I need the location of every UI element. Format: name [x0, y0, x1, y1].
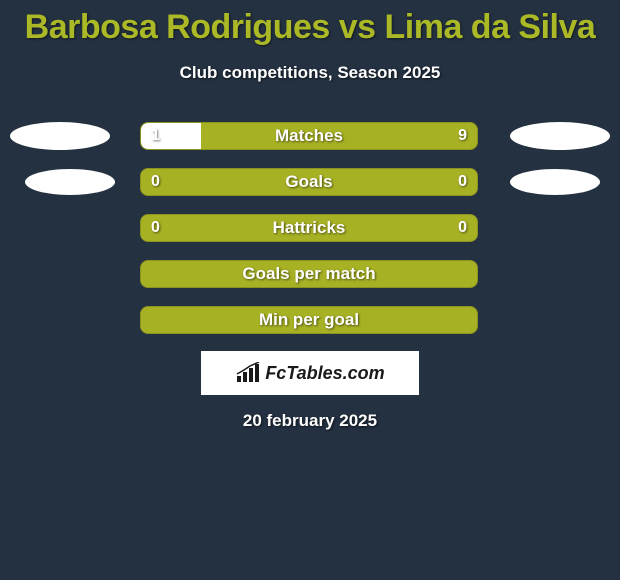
bar-track: 0 Hattricks 0 [140, 214, 478, 242]
bar-label: Goals [141, 169, 477, 195]
stat-row-goals-per-match: Goals per match [0, 259, 620, 289]
bar-value-right: 0 [458, 215, 467, 241]
stat-row-goals: 0 Goals 0 [0, 167, 620, 197]
bar-label: Goals per match [141, 261, 477, 287]
subtitle: Club competitions, Season 2025 [0, 63, 620, 83]
bar-value-left: 0 [151, 169, 160, 195]
bar-value-right: 0 [458, 169, 467, 195]
bar-value-right: 9 [458, 123, 467, 149]
brand-text: FcTables.com [265, 363, 384, 384]
stat-row-min-per-goal: Min per goal [0, 305, 620, 335]
player-left-avatar [25, 169, 115, 195]
stat-row-hattricks: 0 Hattricks 0 [0, 213, 620, 243]
bar-track: Goals per match [140, 260, 478, 288]
page-title: Barbosa Rodrigues vs Lima da Silva [0, 0, 620, 47]
player-right-avatar [510, 169, 600, 195]
stat-row-matches: 1 Matches 9 [0, 121, 620, 151]
bar-track: 0 Goals 0 [140, 168, 478, 196]
bar-track: 1 Matches 9 [140, 122, 478, 150]
bar-value-left: 0 [151, 215, 160, 241]
date-text: 20 february 2025 [0, 411, 620, 431]
brand-box[interactable]: FcTables.com [201, 351, 419, 395]
bar-label: Hattricks [141, 215, 477, 241]
bar-track: Min per goal [140, 306, 478, 334]
player-right-avatar [510, 122, 610, 150]
comparison-chart: 1 Matches 9 0 Goals 0 0 Hattricks 0 Goal… [0, 121, 620, 335]
player-left-avatar [10, 122, 110, 150]
bar-chart-icon [235, 362, 261, 384]
bar-label: Min per goal [141, 307, 477, 333]
bar-value-left: 1 [151, 123, 160, 149]
